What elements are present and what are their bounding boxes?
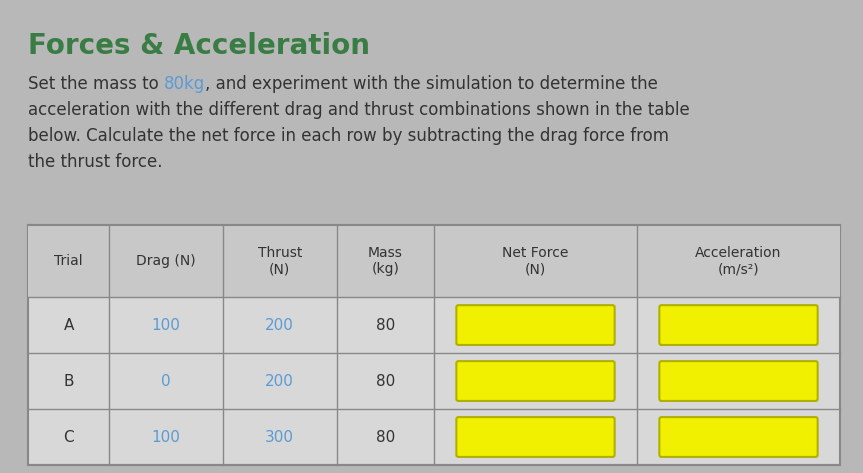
Text: Drag (N): Drag (N): [136, 254, 196, 268]
Text: Trial: Trial: [54, 254, 83, 268]
Text: Forces & Acceleration: Forces & Acceleration: [28, 32, 370, 60]
Text: 300: 300: [265, 429, 294, 445]
Text: 100: 100: [152, 429, 180, 445]
Text: Thrust
(N): Thrust (N): [257, 246, 302, 276]
Text: 80: 80: [375, 317, 395, 333]
Text: A: A: [63, 317, 74, 333]
Text: the thrust force.: the thrust force.: [28, 153, 162, 171]
Text: below. Calculate the net force in each row by subtracting the drag force from: below. Calculate the net force in each r…: [28, 127, 669, 145]
FancyBboxPatch shape: [457, 305, 614, 345]
Text: Set the mass to: Set the mass to: [28, 75, 164, 93]
FancyBboxPatch shape: [457, 417, 614, 457]
Text: 80kg: 80kg: [164, 75, 205, 93]
Text: B: B: [63, 374, 74, 388]
Text: Acceleration
(m/s²): Acceleration (m/s²): [696, 246, 782, 276]
FancyBboxPatch shape: [659, 305, 817, 345]
Bar: [28, 225, 840, 297]
Text: Net Force
(N): Net Force (N): [502, 246, 569, 276]
FancyBboxPatch shape: [659, 417, 817, 457]
Text: , and experiment with the simulation to determine the: , and experiment with the simulation to …: [205, 75, 658, 93]
Text: 200: 200: [265, 374, 294, 388]
Text: 0: 0: [161, 374, 171, 388]
Text: 100: 100: [152, 317, 180, 333]
Text: Mass
(kg): Mass (kg): [368, 246, 403, 276]
Text: 200: 200: [265, 317, 294, 333]
Text: 80: 80: [375, 429, 395, 445]
Text: C: C: [63, 429, 74, 445]
FancyBboxPatch shape: [659, 361, 817, 401]
FancyBboxPatch shape: [457, 361, 614, 401]
Text: acceleration with the different drag and thrust combinations shown in the table: acceleration with the different drag and…: [28, 101, 690, 119]
Text: 80: 80: [375, 374, 395, 388]
Bar: [28, 225, 840, 465]
